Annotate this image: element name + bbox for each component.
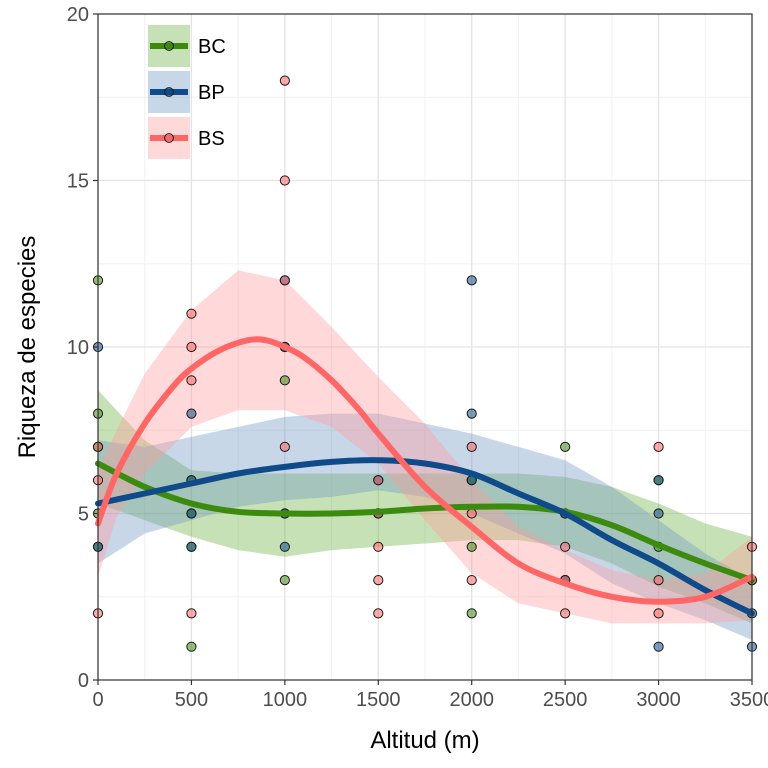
legend-label-bc: BC [198,36,226,58]
y-tick-label: 20 [67,4,89,26]
point-bc [466,608,477,619]
band-bs [98,270,752,624]
y-tick-label: 5 [78,504,89,526]
x-tick-label: 2000 [449,689,494,711]
point-bs [373,541,384,552]
point-bs [466,441,477,452]
point-bp [466,408,477,419]
legend: BC BP BS [148,25,226,159]
point-bp [279,541,290,552]
point-bp [653,475,664,486]
point-bs [653,608,664,619]
legend-key-point [164,87,174,97]
point-bc [560,441,571,452]
fit-line-bs [95,336,755,605]
y-axis-ticks: 0 5 10 15 20 [67,4,98,692]
y-axis-title: Riqueza de especies [14,236,41,459]
y-tick-label: 0 [78,670,89,692]
fit-lines [95,336,755,617]
point-bs [653,441,664,452]
point-bs [560,608,571,619]
point-bc [279,575,290,586]
point-bp [653,508,664,519]
x-axis-title: Altitud (m) [370,727,479,754]
legend-label-bs: BS [198,128,225,150]
point-bs [186,308,197,319]
point-bs [373,608,384,619]
point-bc [186,641,197,652]
point-bp [186,541,197,552]
x-tick-label: 500 [175,689,208,711]
x-tick-label: 2500 [543,689,588,711]
point-bs [466,575,477,586]
point-bp [653,641,664,652]
point-bp [186,408,197,419]
point-bp [466,275,477,286]
y-tick-label: 15 [67,171,89,193]
point-bs [279,175,290,186]
point-bs [279,275,290,286]
point-bs [279,441,290,452]
point-bs [186,375,197,386]
point-bs [186,608,197,619]
point-bs [279,75,290,86]
fit-line-bc [95,460,755,584]
point-bs [373,575,384,586]
x-tick-label: 1500 [356,689,401,711]
legend-key-point [164,133,174,143]
point-bc [279,375,290,386]
x-tick-label: 0 [92,689,103,711]
point-bs [653,575,664,586]
point-bs [186,341,197,353]
point-bs [560,541,571,552]
point-bs [466,508,477,519]
x-tick-label: 3000 [636,689,681,711]
legend-label-bp: BP [198,82,225,104]
point-bs [373,475,384,486]
fit-line-bp [95,457,755,617]
y-tick-label: 10 [67,337,89,359]
point-bc [466,541,477,552]
point-bp [186,508,197,519]
x-tick-label: 1000 [263,689,308,711]
legend-key-point [164,41,174,51]
